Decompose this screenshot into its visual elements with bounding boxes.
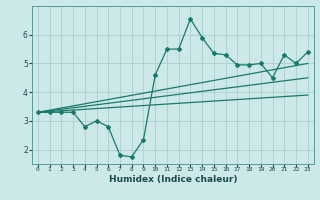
X-axis label: Humidex (Indice chaleur): Humidex (Indice chaleur)	[108, 175, 237, 184]
